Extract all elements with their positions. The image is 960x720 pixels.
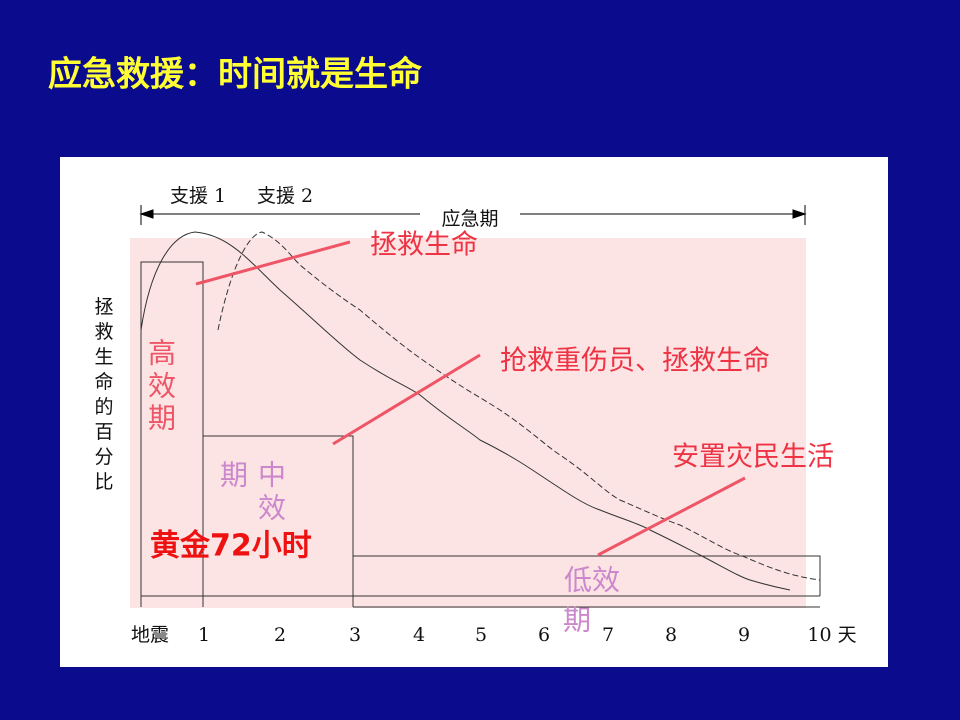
support-label: 支援 2 bbox=[257, 185, 313, 207]
x-axis-label: 7 bbox=[602, 624, 614, 646]
high-efficiency-label: 期 bbox=[148, 402, 176, 435]
x-axis-label: 1 bbox=[198, 624, 210, 646]
callout: 拯救生命 bbox=[370, 230, 478, 261]
y-axis-label: 拯 bbox=[94, 296, 113, 318]
y-axis-label: 分 bbox=[94, 446, 113, 468]
slide-title: 应急救援：时间就是生命 bbox=[48, 55, 422, 95]
low-efficiency-label: 低效 bbox=[564, 564, 620, 597]
y-axis-label: 的 bbox=[94, 396, 113, 418]
callout: 安置灾民生活 bbox=[672, 442, 834, 473]
x-axis-label: 2 bbox=[274, 624, 286, 646]
y-axis-label: 命 bbox=[94, 371, 113, 393]
x-axis-label: 8 bbox=[665, 624, 677, 646]
survival-curve-2 bbox=[217, 231, 821, 581]
low-efficiency-label: 期 bbox=[563, 604, 591, 637]
efficiency-steps bbox=[140, 261, 821, 608]
highlight-area bbox=[130, 238, 806, 608]
x-axis-label: 4 bbox=[413, 624, 425, 646]
x-axis-label: 5 bbox=[475, 624, 487, 646]
y-axis-label: 比 bbox=[94, 471, 113, 493]
y-axis-label: 生 bbox=[94, 346, 113, 368]
y-axis-label: 救 bbox=[94, 321, 113, 343]
golden-hours: 黄金72小时 bbox=[150, 529, 312, 564]
medium-efficiency-label: 中 bbox=[258, 459, 286, 492]
x-axis-label: 6 bbox=[538, 624, 550, 646]
x-axis-label: 地震 bbox=[131, 624, 169, 646]
support-label: 支援 1 bbox=[170, 185, 226, 207]
x-axis-label: 3 bbox=[349, 624, 361, 646]
y-axis-label: 百 bbox=[94, 421, 113, 443]
callout: 抢救重伤员、拯救生命 bbox=[500, 346, 770, 377]
high-efficiency-label: 效 bbox=[148, 370, 176, 403]
x-axis-label: 9 bbox=[738, 624, 750, 646]
callout-lines bbox=[195, 240, 746, 557]
high-efficiency-label: 高 bbox=[148, 337, 176, 370]
x-axis-label: 10 天 bbox=[807, 624, 856, 646]
medium-efficiency-label: 效 bbox=[258, 492, 286, 525]
period-label: 应急期 bbox=[441, 208, 498, 230]
medium-efficiency-label: 期 bbox=[220, 459, 248, 492]
timeline-bracket bbox=[139, 205, 807, 225]
survival-curve-1 bbox=[140, 231, 791, 591]
